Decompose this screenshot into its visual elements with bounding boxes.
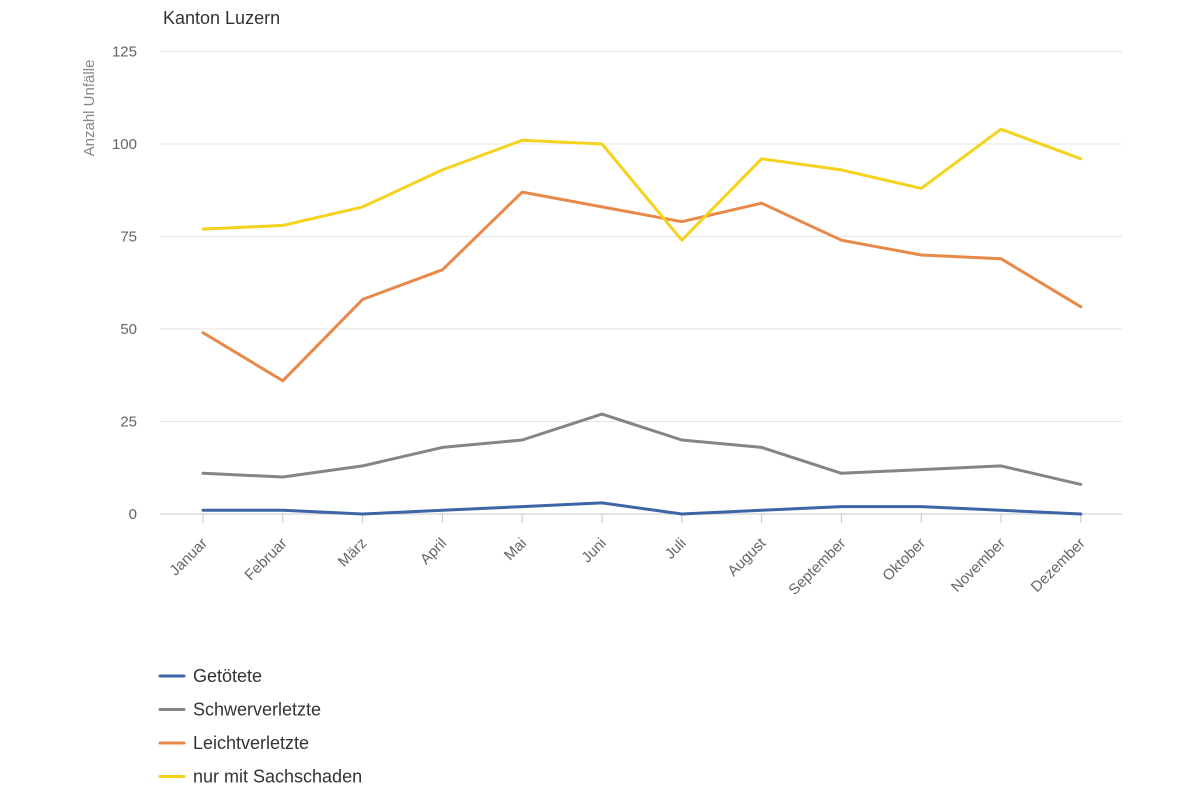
chart-title: Kanton Luzern — [163, 8, 280, 28]
x-tick-label: September — [785, 535, 849, 599]
y-tick-label: 75 — [120, 229, 137, 246]
legend-label: nur mit Sachschaden — [193, 767, 362, 787]
x-tick-label: Dezember — [1028, 535, 1089, 596]
series-line-3 — [201, 127, 1083, 242]
grid-lines — [160, 51, 1122, 515]
x-tick-label: Juli — [662, 535, 690, 563]
series-line-1 — [201, 412, 1083, 486]
legend: Getötete Schwerverletzte Leichtverletzte nu… — [158, 666, 362, 787]
legend-label: Schwerverletzte — [193, 700, 321, 720]
x-tick-label: Januar — [166, 535, 210, 579]
x-tick-label: Februar — [241, 535, 290, 584]
x-tick-label: Oktober — [879, 535, 929, 585]
x-tick-label: Mai — [501, 535, 530, 564]
x-tick-label: November — [948, 535, 1009, 596]
x-tick-label: August — [724, 534, 770, 580]
y-tick-label: 50 — [120, 321, 137, 338]
y-tick-label: 125 — [112, 44, 137, 61]
y-tick-label: 25 — [120, 414, 137, 431]
y-tick-label: 0 — [129, 506, 137, 523]
y-axis-ticks: 0 25 50 75 100 125 — [112, 44, 137, 524]
x-tick-label: April — [417, 535, 450, 568]
legend-label: Getötete — [193, 666, 262, 686]
y-axis-label: Anzahl Unfälle — [81, 60, 98, 157]
x-axis: Januar Februar März April Mai Juni Juli August S… — [166, 514, 1089, 599]
x-tick-label: März — [335, 535, 371, 571]
series-lines — [201, 127, 1083, 516]
series-line-0 — [201, 501, 1083, 516]
series-line-2 — [201, 190, 1083, 383]
x-tick-label: Juni — [578, 535, 609, 566]
y-tick-label: 100 — [112, 136, 137, 153]
legend-label: Leichtverletzte — [193, 733, 309, 753]
